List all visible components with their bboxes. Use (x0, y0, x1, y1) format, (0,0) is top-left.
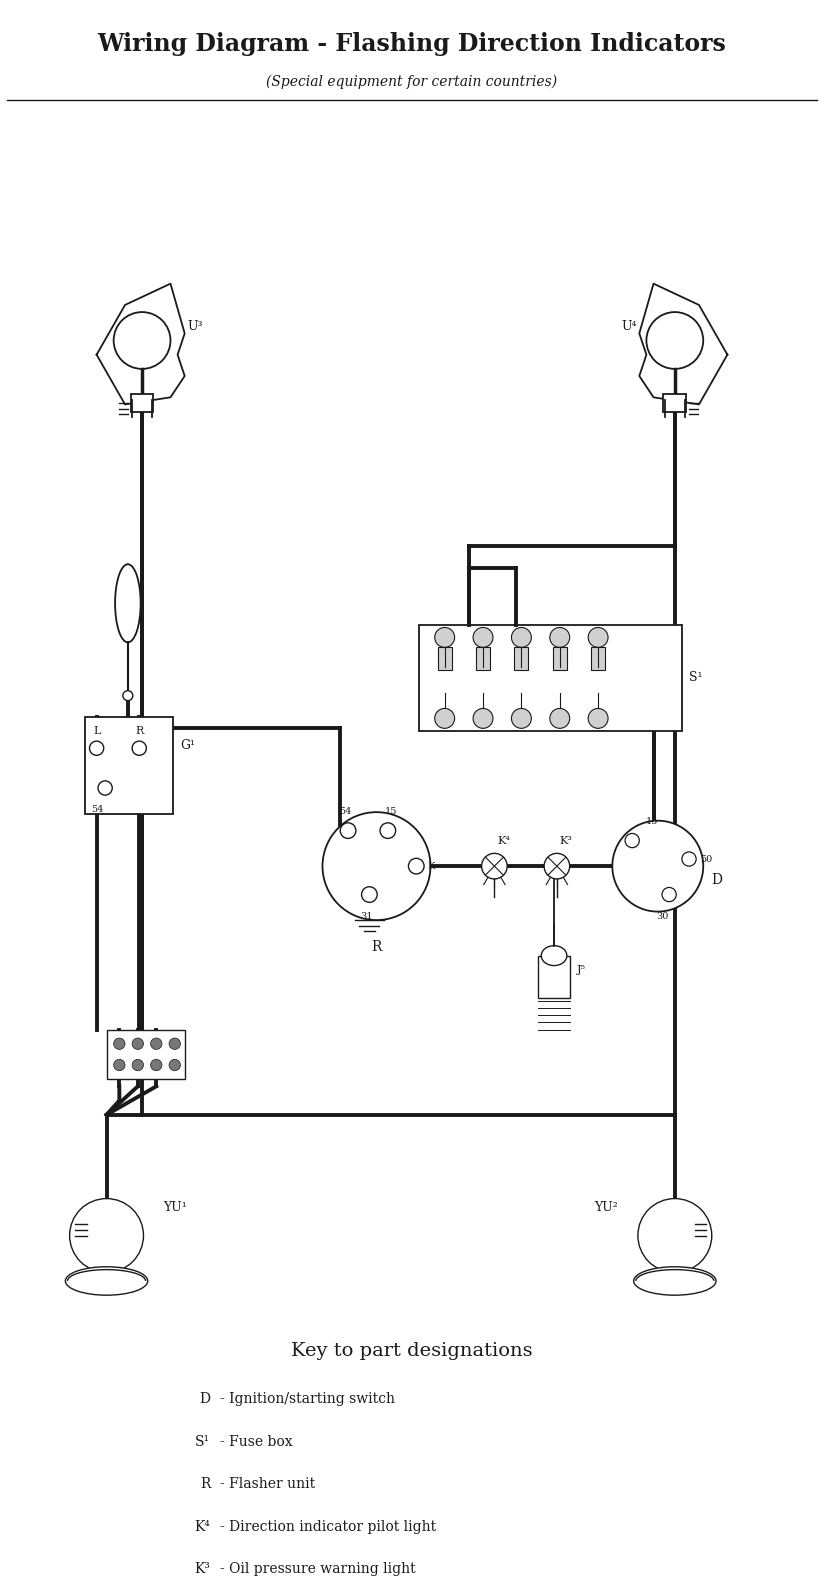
Text: 15: 15 (646, 818, 658, 826)
Circle shape (69, 1199, 143, 1272)
Text: S¹: S¹ (689, 671, 703, 684)
Circle shape (169, 1039, 180, 1050)
Bar (663, 394, 686, 411)
Text: K: K (428, 862, 435, 870)
Text: - Oil pressure warning light: - Oil pressure warning light (220, 1562, 416, 1576)
Text: D: D (199, 1392, 210, 1406)
Text: Key to part designations: Key to part designations (291, 1343, 533, 1360)
Circle shape (612, 821, 703, 911)
Polygon shape (96, 284, 185, 405)
Circle shape (646, 312, 703, 369)
Circle shape (512, 627, 531, 648)
Text: R: R (200, 1477, 210, 1491)
Text: 15: 15 (385, 807, 397, 816)
Text: J⁵: J⁵ (577, 965, 586, 976)
Text: - Direction indicator pilot light: - Direction indicator pilot light (220, 1519, 437, 1533)
Text: (Special equipment for certain countries): (Special equipment for certain countries… (266, 74, 558, 90)
Text: U³: U³ (188, 320, 203, 333)
Text: 31: 31 (360, 911, 372, 920)
Bar (476, 648, 490, 670)
Bar (553, 648, 567, 670)
Ellipse shape (115, 564, 141, 643)
Bar (438, 648, 452, 670)
Bar (106, 1029, 185, 1080)
Bar (91, 1221, 122, 1239)
Text: R: R (135, 727, 143, 736)
Bar (659, 1221, 691, 1239)
Circle shape (481, 853, 508, 879)
Text: G¹: G¹ (180, 739, 195, 752)
Circle shape (473, 627, 493, 648)
Text: R: R (372, 939, 382, 953)
Bar (538, 955, 569, 998)
Text: - Fuse box: - Fuse box (220, 1434, 293, 1448)
Ellipse shape (65, 1267, 147, 1295)
Circle shape (114, 312, 171, 369)
Text: U⁴: U⁴ (621, 320, 636, 333)
Text: D: D (712, 873, 723, 887)
Circle shape (544, 853, 569, 879)
Bar (419, 624, 682, 731)
Circle shape (588, 709, 608, 728)
Circle shape (435, 627, 455, 648)
Circle shape (114, 1039, 125, 1050)
Circle shape (114, 1059, 125, 1070)
Text: YU²: YU² (594, 1201, 618, 1214)
Bar (514, 648, 528, 670)
Text: L: L (93, 727, 101, 736)
Circle shape (550, 627, 569, 648)
Text: Wiring Diagram - Flashing Direction Indicators: Wiring Diagram - Flashing Direction Indi… (97, 32, 727, 57)
Circle shape (151, 1039, 162, 1050)
Text: 54: 54 (91, 805, 103, 815)
Text: YU¹: YU¹ (163, 1201, 187, 1214)
Polygon shape (639, 284, 728, 405)
Text: K⁴: K⁴ (194, 1519, 210, 1533)
Circle shape (512, 709, 531, 728)
Circle shape (473, 709, 493, 728)
Text: 30: 30 (656, 911, 668, 920)
Circle shape (123, 690, 133, 701)
Circle shape (588, 627, 608, 648)
Text: 50: 50 (700, 854, 713, 864)
Bar (85, 717, 173, 813)
Circle shape (322, 812, 430, 920)
Text: - Ignition/starting switch: - Ignition/starting switch (220, 1392, 396, 1406)
Text: S¹: S¹ (195, 1434, 210, 1448)
Circle shape (435, 709, 455, 728)
Text: K³: K³ (194, 1562, 210, 1576)
Circle shape (132, 1039, 143, 1050)
Circle shape (550, 709, 569, 728)
Bar (591, 648, 605, 670)
Circle shape (151, 1059, 162, 1070)
Circle shape (132, 1059, 143, 1070)
Circle shape (638, 1199, 712, 1272)
Text: - Flasher unit: - Flasher unit (220, 1477, 316, 1491)
Ellipse shape (541, 946, 567, 966)
Circle shape (169, 1059, 180, 1070)
Ellipse shape (634, 1267, 716, 1295)
Text: K⁴: K⁴ (497, 837, 510, 846)
Bar (131, 394, 153, 411)
Text: 54: 54 (339, 807, 351, 816)
Text: K³: K³ (559, 837, 573, 846)
